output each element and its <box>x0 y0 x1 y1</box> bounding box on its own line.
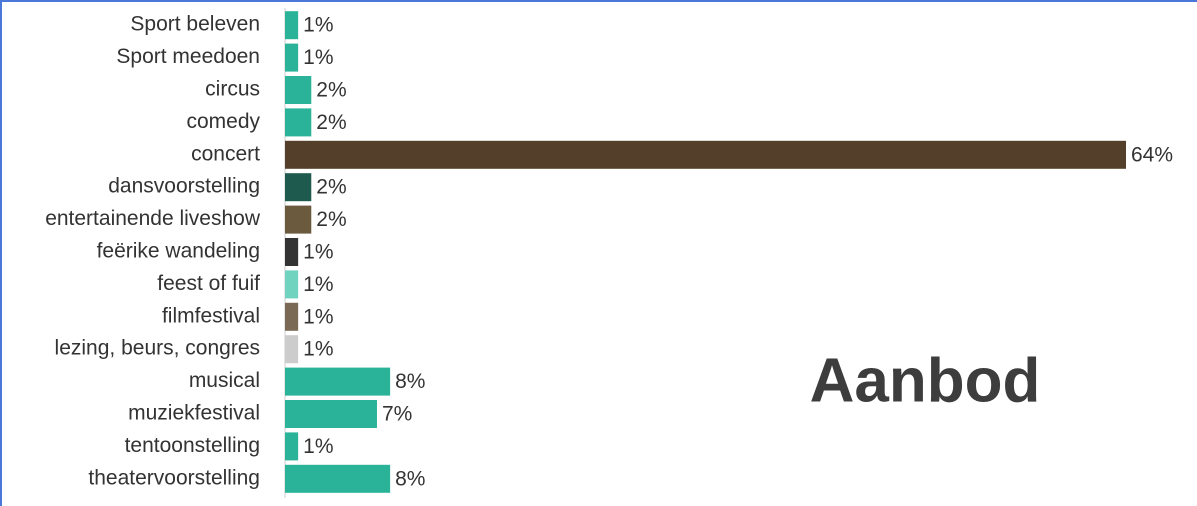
category-label: muziekfestival <box>128 402 260 425</box>
category-label: concert <box>191 142 260 165</box>
value-label: 8% <box>395 370 425 393</box>
bar <box>285 238 299 266</box>
bar <box>285 108 312 137</box>
value-label: 1% <box>303 435 333 458</box>
bar <box>285 43 299 72</box>
value-label: 8% <box>395 467 425 490</box>
category-label: feërike wandeling <box>97 240 260 263</box>
category-label: Sport beleven <box>130 13 260 36</box>
bar <box>285 335 299 364</box>
bar <box>285 270 299 299</box>
category-label: lezing, beurs, congres <box>55 337 260 360</box>
bar <box>285 140 1126 169</box>
category-label: Sport meedoen <box>116 45 260 68</box>
value-label: 2% <box>316 208 346 231</box>
category-label: musical <box>189 369 260 392</box>
bar <box>285 464 391 493</box>
category-label: filmfestival <box>162 304 260 327</box>
bar <box>285 367 391 396</box>
value-label: 1% <box>303 305 333 328</box>
value-label: 1% <box>303 241 333 264</box>
value-label: 7% <box>382 403 412 426</box>
category-label: dansvoorstelling <box>108 175 260 198</box>
bar <box>285 400 377 428</box>
bar <box>285 432 299 461</box>
value-label: 2% <box>316 111 346 134</box>
value-label: 1% <box>303 338 333 361</box>
category-label: entertainende liveshow <box>45 207 261 230</box>
bar <box>285 76 312 104</box>
value-label: 1% <box>303 273 333 296</box>
category-label: theatervoorstelling <box>88 466 260 489</box>
bar <box>285 11 299 40</box>
value-label: 1% <box>303 46 333 69</box>
category-label: tentoonstelling <box>125 434 260 457</box>
category-label: comedy <box>186 110 260 133</box>
bar <box>285 205 312 234</box>
value-label: 2% <box>316 79 346 102</box>
bar <box>285 302 299 331</box>
category-label: feest of fuif <box>157 272 260 295</box>
value-label: 1% <box>303 14 333 37</box>
bar <box>285 173 312 202</box>
value-label: 64% <box>1131 143 1173 166</box>
value-label: 2% <box>316 176 346 199</box>
chart-title: Aanbod <box>810 346 1041 415</box>
category-label: circus <box>205 78 260 101</box>
